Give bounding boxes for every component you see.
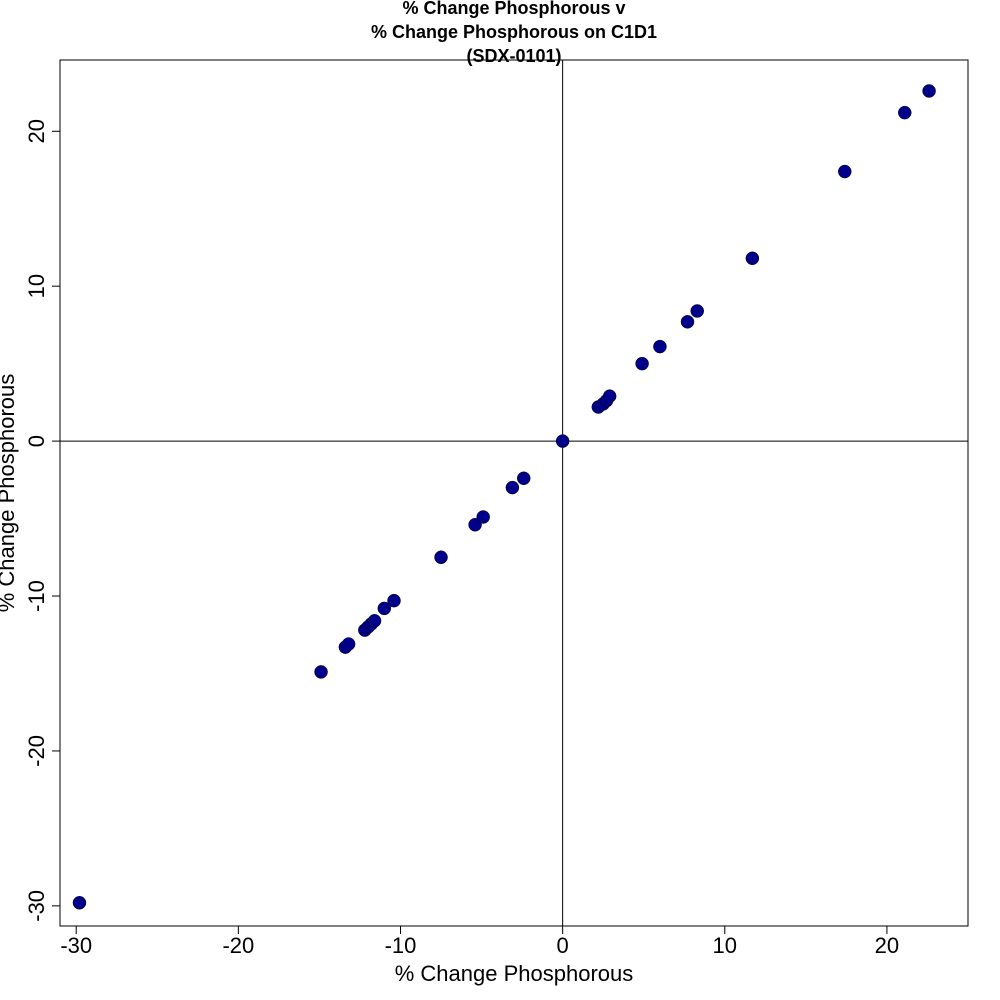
- chart-title-line-1: % Change Phosphorous v: [402, 0, 625, 18]
- y-tick-label: -30: [24, 890, 49, 922]
- data-point: [377, 601, 392, 616]
- x-tick-label: -20: [222, 933, 254, 958]
- chart-title: % Change Phosphorous v % Change Phosphor…: [371, 0, 657, 66]
- x-tick-label: -30: [60, 933, 92, 958]
- y-axis-ticks: -30 -20 -10 0 10 20: [24, 119, 60, 922]
- x-tick-label: 10: [713, 933, 737, 958]
- data-point: [922, 84, 936, 98]
- chart-title-line-2: % Change Phosphorous on C1D1: [371, 22, 657, 42]
- data-point: [602, 389, 617, 403]
- y-tick-label: 0: [24, 435, 49, 447]
- data-point: [387, 593, 401, 608]
- y-tick-label: -10: [24, 580, 49, 612]
- data-point: [314, 665, 328, 679]
- data-point: [516, 471, 531, 486]
- x-axis-ticks: -30 -20 -10 0 10 20: [60, 926, 899, 958]
- data-point: [838, 164, 852, 179]
- chart-title-line-3: (SDX-0101): [466, 46, 561, 66]
- x-axis-label: % Change Phosphorous: [395, 961, 634, 986]
- data-point: [341, 637, 356, 651]
- data-point: [505, 480, 520, 495]
- data-point: [745, 251, 760, 266]
- data-point: [690, 304, 704, 318]
- x-tick-label: -10: [385, 933, 417, 958]
- y-tick-label: -20: [24, 735, 49, 767]
- data-points: [72, 84, 936, 910]
- data-point: [367, 614, 382, 628]
- y-axis-label: % Change Phosphorous: [0, 374, 19, 613]
- data-point: [680, 315, 695, 329]
- data-point: [555, 434, 570, 448]
- x-tick-label: 0: [557, 933, 569, 958]
- data-point: [72, 896, 87, 910]
- data-point: [635, 356, 649, 371]
- y-tick-label: 10: [24, 274, 49, 298]
- data-point: [653, 339, 667, 354]
- data-point: [434, 550, 448, 565]
- x-tick-label: 20: [875, 933, 899, 958]
- data-point: [898, 105, 912, 120]
- y-tick-label: 20: [24, 119, 49, 143]
- reference-lines: [60, 60, 968, 926]
- data-point: [476, 510, 490, 524]
- plot-frame: [59, 59, 969, 927]
